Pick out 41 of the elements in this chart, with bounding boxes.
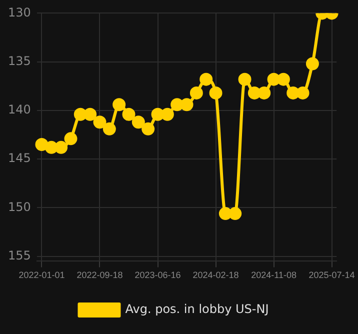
point — [286, 86, 300, 100]
point — [160, 108, 174, 121]
point — [132, 116, 145, 129]
point — [35, 138, 48, 151]
point — [122, 108, 136, 121]
point — [64, 132, 78, 146]
y-tick-label: 145 — [8, 151, 31, 166]
point — [93, 116, 106, 129]
legend-label: Avg. pos. in lobby US-NJ — [125, 302, 269, 316]
y-tick-label: 150 — [8, 200, 31, 214]
point — [276, 72, 290, 86]
y-tick-label: 155 — [8, 248, 31, 262]
point — [84, 108, 97, 121]
point — [258, 86, 271, 100]
x-tick-label: 2024-11-08 — [251, 270, 296, 280]
point — [238, 72, 252, 86]
point — [102, 122, 116, 136]
y-tick-label: 135 — [8, 54, 31, 68]
point — [248, 86, 261, 100]
point — [44, 140, 58, 154]
x-tick-label: 2025-07-14 — [308, 270, 355, 280]
x-tick-label: 2022-01-01 — [18, 270, 65, 280]
y-tick-label: 130 — [8, 5, 31, 20]
point — [267, 72, 280, 86]
point — [209, 86, 222, 100]
point — [180, 98, 194, 112]
point — [190, 86, 203, 100]
x-tick-label: 2023-06-16 — [134, 270, 181, 280]
point — [170, 98, 184, 112]
point — [142, 122, 155, 136]
x-tick-label: 2022-09-18 — [76, 270, 123, 280]
point — [228, 207, 242, 220]
point — [306, 57, 319, 70]
x-tick-label: 2024-02-18 — [192, 270, 239, 280]
point — [200, 72, 213, 86]
point — [296, 86, 310, 100]
point — [151, 108, 164, 121]
y-tick-label: 140 — [8, 102, 31, 117]
point — [54, 140, 68, 154]
point — [218, 207, 232, 220]
point — [112, 98, 126, 112]
